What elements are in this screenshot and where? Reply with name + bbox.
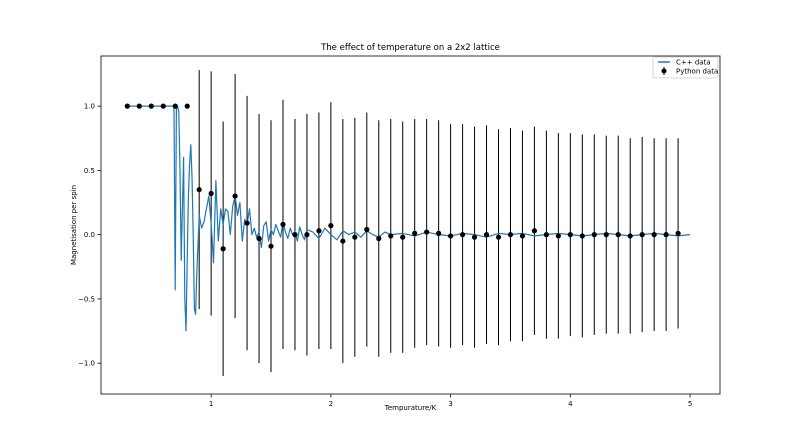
data-point xyxy=(483,232,490,238)
data-point xyxy=(340,238,346,244)
data-point xyxy=(220,246,226,252)
y-tick-label: 1.0 xyxy=(84,103,95,111)
data-point xyxy=(256,235,262,242)
data-point xyxy=(627,233,633,239)
data-point xyxy=(160,103,166,109)
x-tick-label: 5 xyxy=(688,400,692,408)
data-point xyxy=(531,228,538,234)
data-point xyxy=(268,243,274,249)
y-tick-label: 0.5 xyxy=(84,167,95,175)
series-line-cpp xyxy=(127,105,691,332)
data-point xyxy=(615,232,621,238)
data-point xyxy=(675,230,681,236)
data-point xyxy=(591,232,597,238)
data-point xyxy=(567,232,573,238)
data-point xyxy=(603,232,609,238)
data-point xyxy=(448,233,454,239)
data-point xyxy=(124,103,130,109)
data-point xyxy=(495,234,502,240)
y-tick-label: −0.5 xyxy=(78,295,95,303)
x-axis-label: Tempurature/K xyxy=(384,404,437,412)
data-point xyxy=(400,234,406,240)
data-point xyxy=(208,190,214,197)
y-tick-label: −1.0 xyxy=(78,360,95,368)
data-point xyxy=(136,103,142,109)
data-point xyxy=(424,229,430,235)
data-point xyxy=(519,233,526,239)
x-tick-label: 1 xyxy=(209,400,213,408)
data-point xyxy=(328,223,334,229)
data-point xyxy=(292,232,298,238)
x-tick-label: 4 xyxy=(568,400,573,408)
data-point xyxy=(663,232,669,238)
data-point xyxy=(555,233,561,239)
data-point xyxy=(651,232,657,238)
data-point xyxy=(184,103,190,109)
data-point xyxy=(543,232,549,238)
y-tick-label: 0.0 xyxy=(84,231,95,239)
data-point xyxy=(280,221,286,227)
x-tick-label: 3 xyxy=(448,400,452,408)
chart-title: The effect of temperature on a 2x2 latti… xyxy=(320,43,500,53)
data-point xyxy=(639,232,645,238)
data-point xyxy=(316,228,322,234)
data-point xyxy=(232,193,238,199)
data-point xyxy=(376,235,382,242)
data-point xyxy=(507,232,514,238)
plot-frame xyxy=(100,55,721,395)
y-axis-label: Magnetisation per spin xyxy=(70,185,78,265)
python-errorbars xyxy=(198,70,679,377)
data-point xyxy=(172,103,178,109)
data-point xyxy=(412,230,418,236)
data-point xyxy=(148,103,154,109)
data-point xyxy=(459,232,466,238)
python-points xyxy=(124,103,681,252)
data-point xyxy=(196,187,202,193)
data-point xyxy=(304,232,310,238)
data-point xyxy=(471,234,478,240)
data-point xyxy=(579,233,585,239)
legend-label-python: Python data xyxy=(676,68,718,76)
y-axis: −1.0 −0.5 0.0 0.5 1.0 xyxy=(78,103,101,368)
data-point xyxy=(388,233,394,239)
legend-swatch-point xyxy=(661,68,667,74)
data-point xyxy=(436,230,442,236)
data-point xyxy=(364,226,370,233)
x-axis: 1 2 3 4 5 xyxy=(209,394,692,408)
data-point xyxy=(244,220,250,226)
data-point xyxy=(352,234,358,240)
x-tick-label: 2 xyxy=(329,400,333,408)
legend-label-cpp: C++ data xyxy=(676,59,711,67)
legend: C++ data Python data xyxy=(652,56,719,79)
